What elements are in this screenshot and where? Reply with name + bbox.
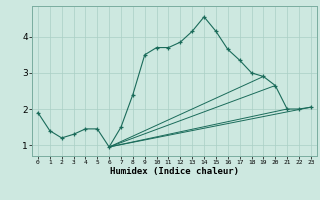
X-axis label: Humidex (Indice chaleur): Humidex (Indice chaleur)	[110, 167, 239, 176]
